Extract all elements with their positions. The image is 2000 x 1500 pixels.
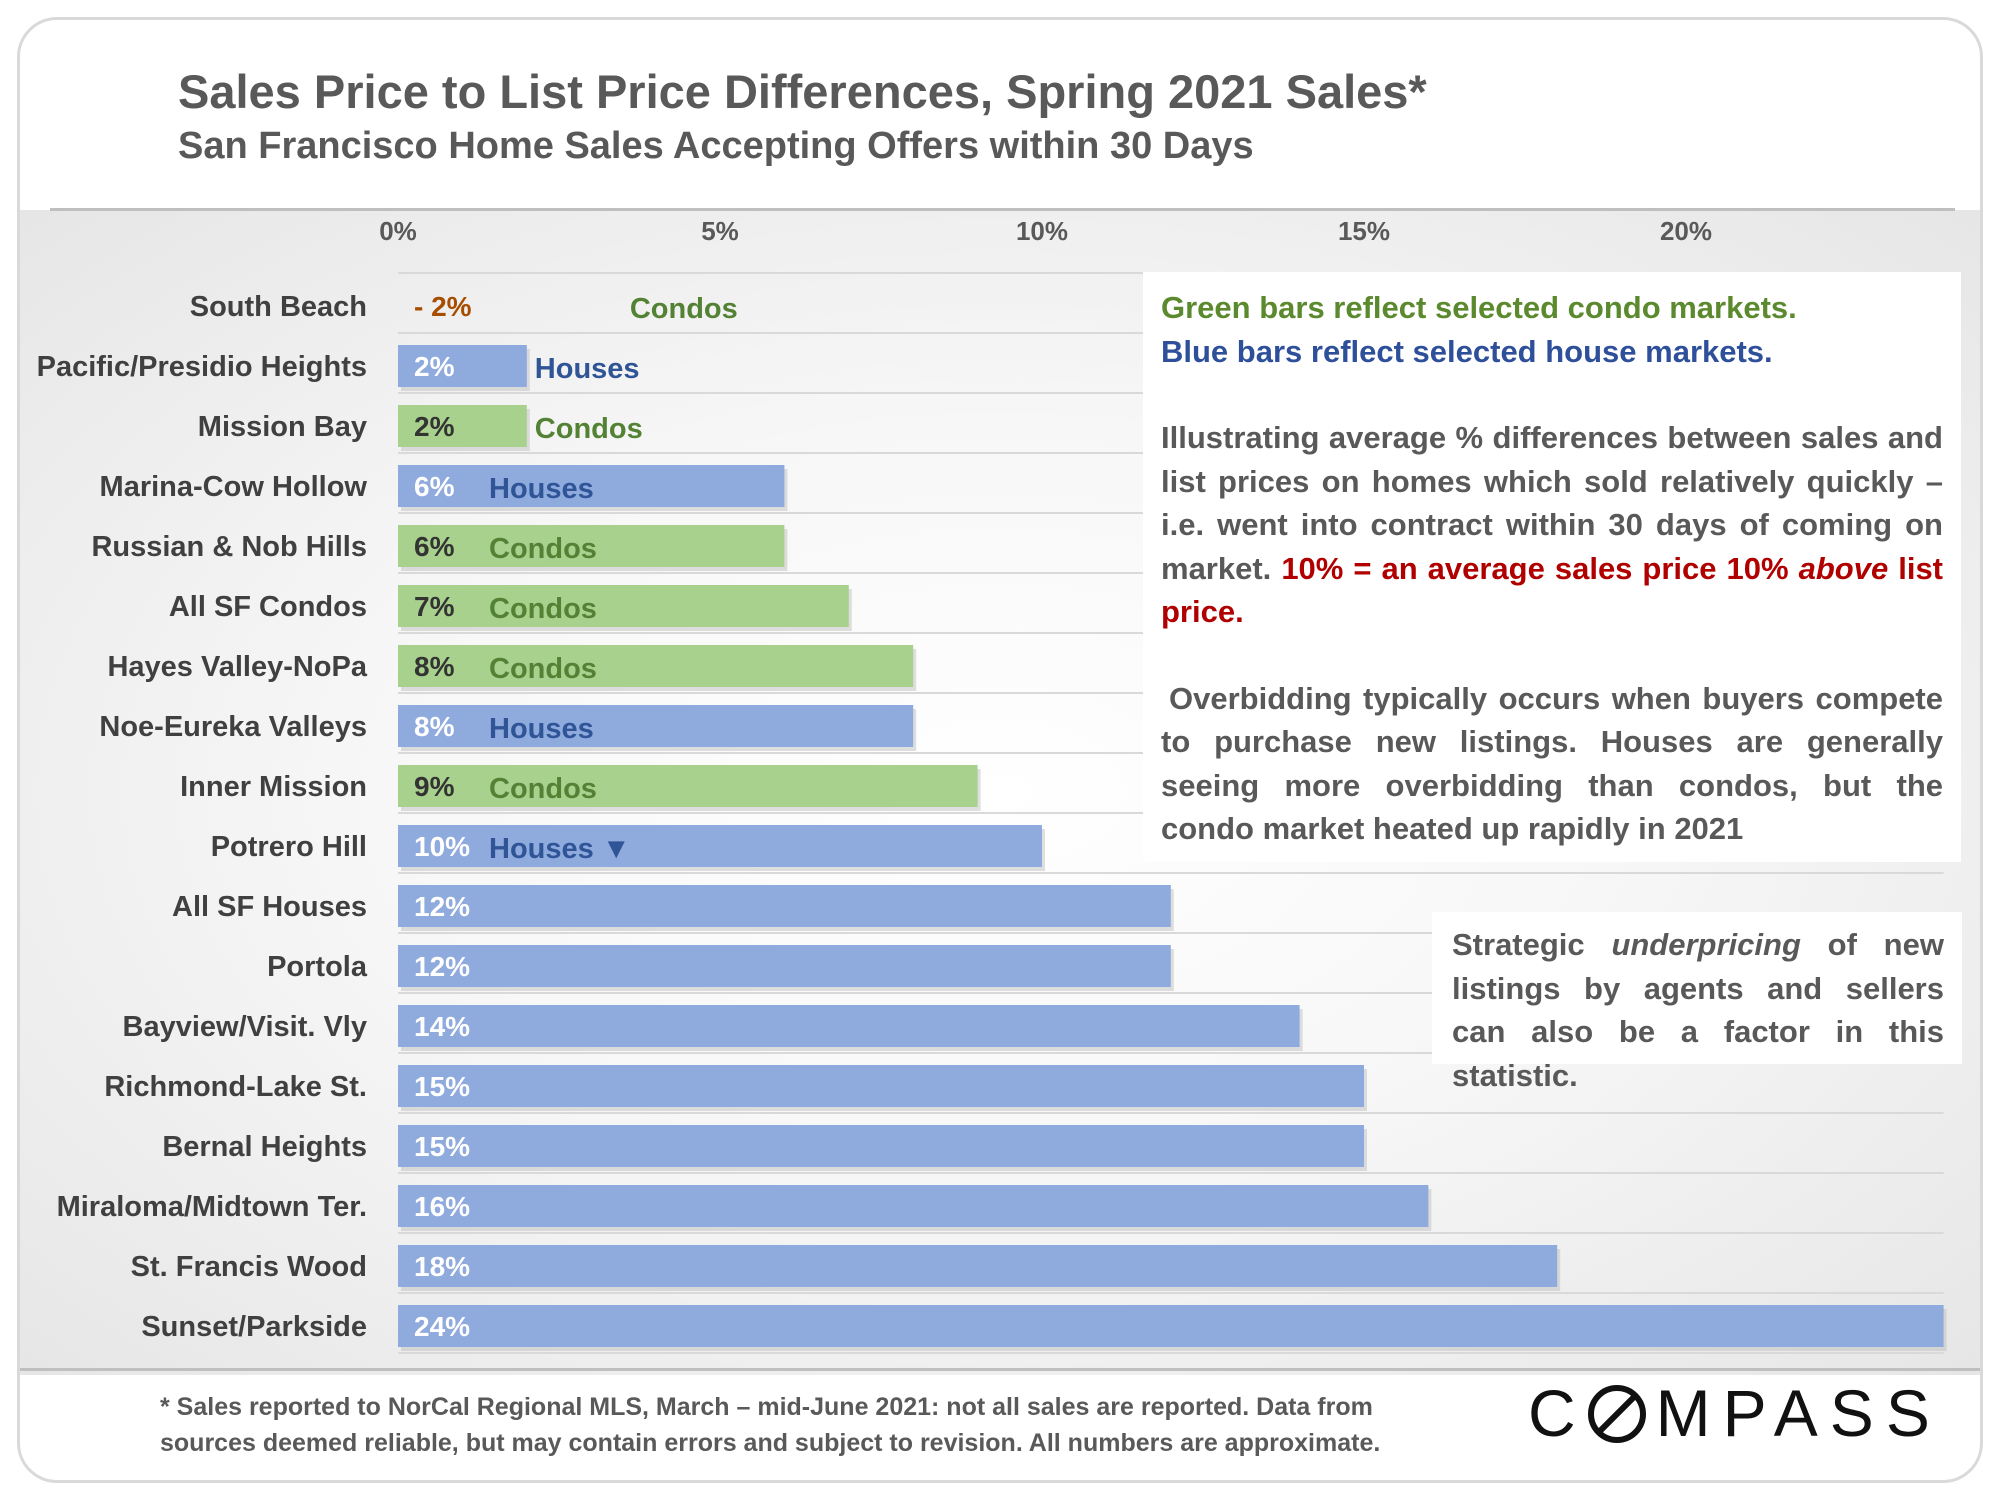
value-label: 16% (414, 1191, 470, 1222)
bar (398, 345, 527, 387)
footer-divider (20, 1368, 1980, 1371)
underpricing-box: Strategic underpricing of new listings b… (1432, 912, 1962, 1093)
bar-type-label: Condos (489, 593, 597, 625)
bar-type-label: Condos (535, 413, 643, 445)
explanation-highlight-italic: above (1798, 550, 1889, 586)
bar (398, 405, 527, 447)
bar-type-label: Houses ▼ (489, 833, 631, 865)
bar-type-label: Condos (489, 533, 597, 565)
value-label: 24% (414, 1311, 470, 1342)
bar (398, 585, 849, 627)
bar-type-label: Houses (489, 713, 594, 745)
value-label: 6% (414, 531, 455, 562)
x-tick-label: 0% (379, 216, 417, 246)
value-label: 18% (414, 1251, 470, 1282)
bar (398, 885, 1171, 927)
x-tick-label: 15% (1338, 216, 1390, 246)
explanation-text: Illustrating average % differences betwe… (1161, 416, 1943, 634)
logo-text-start: C (1528, 1376, 1588, 1450)
category-label: All SF Houses (172, 891, 367, 923)
bar (398, 525, 785, 567)
bar-type-label: Condos (489, 773, 597, 805)
value-label: 12% (414, 951, 470, 982)
explanation-text-1: Illustrating average % differences betwe… (1161, 420, 1943, 586)
value-label: - 2% (414, 291, 472, 322)
bar (398, 645, 914, 687)
explanation-box: Green bars reflect selected condo market… (1143, 272, 1961, 862)
category-label: Miraloma/Midtown Ter. (57, 1191, 367, 1223)
overbidding-text: Overbidding typically occurs when buyers… (1161, 680, 1943, 847)
category-label: Hayes Valley-NoPa (107, 651, 367, 683)
value-label: 10% (414, 831, 470, 862)
underpricing-italic: underpricing (1611, 927, 1801, 962)
footnote-line-2: sources deemed reliable, but may contain… (160, 1429, 1381, 1457)
category-label: Pacific/Presidio Heights (37, 351, 367, 383)
category-label: Russian & Nob Hills (91, 531, 367, 563)
value-label: 8% (414, 711, 455, 742)
bar (398, 1305, 1944, 1347)
legend-note-condos: Green bars reflect selected condo market… (1161, 290, 1797, 325)
bar-type-label: Houses (489, 473, 594, 505)
bar-type-label: Houses (535, 353, 640, 385)
bar (398, 1125, 1364, 1167)
category-label: Richmond-Lake St. (104, 1071, 367, 1103)
explanation-highlight: 10% = an average sales price 10% (1281, 550, 1789, 586)
value-label: 6% (414, 471, 455, 502)
footnote: * Sales reported to NorCal Regional MLS,… (160, 1389, 1460, 1461)
underpricing-text-1: Strategic (1452, 927, 1585, 962)
category-label: Marina-Cow Hollow (100, 471, 368, 503)
compass-logo: C MPASS (1528, 1375, 1942, 1451)
footnote-line-1: * Sales reported to NorCal Regional MLS,… (160, 1393, 1373, 1421)
bar-type-label: Condos (489, 653, 597, 685)
category-label: Bayview/Visit. Vly (123, 1011, 368, 1043)
category-label: Bernal Heights (162, 1131, 367, 1163)
value-label: 9% (414, 771, 455, 802)
chart-subtitle: San Francisco Home Sales Accepting Offer… (178, 125, 1254, 167)
category-label: South Beach (190, 291, 367, 323)
compass-o-icon (1587, 1385, 1646, 1443)
bar (398, 1185, 1429, 1227)
category-label: All SF Condos (169, 591, 367, 623)
value-label: 8% (414, 651, 455, 682)
category-label: St. Francis Wood (131, 1251, 367, 1283)
category-label: Sunset/Parkside (141, 1311, 367, 1343)
bar (398, 1245, 1558, 1287)
bar (398, 1005, 1300, 1047)
chart-title: Sales Price to List Price Differences, S… (178, 65, 1427, 118)
category-label: Portola (267, 951, 368, 983)
category-label: Mission Bay (198, 411, 367, 443)
x-tick-label: 20% (1660, 216, 1712, 246)
x-tick-label: 10% (1016, 216, 1068, 246)
bar (398, 825, 1042, 867)
bar (398, 705, 914, 747)
value-label: 12% (414, 891, 470, 922)
value-label: 7% (414, 591, 455, 622)
bar (398, 765, 978, 807)
x-tick-label: 5% (701, 216, 739, 246)
explanation-highlight-end: list price. (1161, 550, 1944, 630)
bar (398, 945, 1171, 987)
underpricing-text-2: of new listings by agents and sellers ca… (1452, 927, 1944, 1093)
value-label: 15% (414, 1131, 470, 1162)
category-label: Noe-Eureka Valleys (99, 711, 367, 743)
value-label: 2% (414, 351, 455, 382)
value-label: 15% (414, 1071, 470, 1102)
category-label: Potrero Hill (211, 831, 367, 863)
value-label: 2% (414, 411, 455, 442)
bar-type-label: Condos (630, 293, 738, 325)
bar (398, 465, 785, 507)
legend-note-houses: Blue bars reflect selected house markets… (1161, 333, 1773, 369)
header-divider (50, 208, 1955, 211)
logo-text-end: MPASS (1655, 1376, 1942, 1450)
category-label: Inner Mission (180, 771, 367, 803)
bar (398, 1065, 1364, 1107)
value-label: 14% (414, 1011, 470, 1042)
